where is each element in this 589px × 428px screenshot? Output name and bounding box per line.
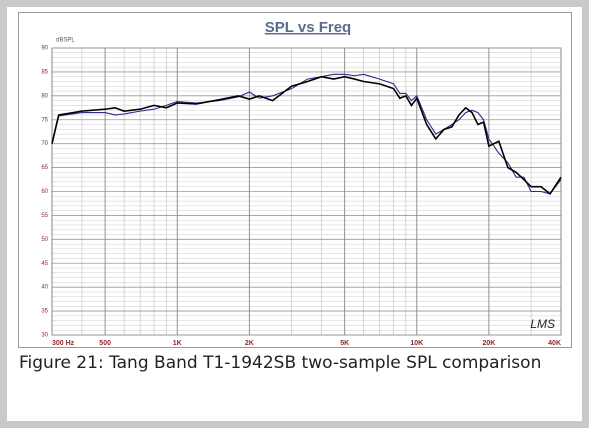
- x-tick-label: 300 Hz: [52, 340, 75, 347]
- x-tick-label: 5K: [340, 340, 349, 347]
- y-axis-label: dBSPL: [56, 38, 75, 44]
- y-tick-label: 35: [41, 309, 48, 315]
- y-tick-label: 75: [41, 117, 48, 123]
- caption: Figure 21: Tang Band T1-1942SB two-sampl…: [19, 353, 542, 373]
- y-tick-label: 70: [41, 141, 48, 147]
- y-tick-label: 85: [41, 69, 48, 75]
- x-tick-label: 40K: [548, 340, 561, 347]
- chart: SPL vs Freq dBSPL 30 35 40 45 50 55 60 65 70 75 80…: [18, 12, 572, 348]
- x-tick-label: 20K: [482, 340, 495, 347]
- x-tick-label: 1K: [173, 340, 182, 347]
- series-line: [51, 75, 562, 196]
- y-tick-label: 60: [41, 189, 48, 195]
- y-tick-label: 50: [41, 237, 48, 243]
- watermark: LMS: [530, 317, 555, 331]
- chart-title: SPL vs Freq: [265, 19, 351, 36]
- y-tick-label: 55: [41, 213, 48, 219]
- x-tick-label: 2K: [245, 340, 254, 347]
- y-tick-label: 65: [41, 165, 48, 171]
- y-tick-label: 40: [41, 285, 48, 291]
- y-tick-label: 90: [41, 46, 48, 52]
- y-tick-label: 45: [41, 261, 48, 267]
- y-tick-label: 80: [41, 93, 48, 99]
- x-tick-label: 500: [99, 340, 111, 347]
- figure-panel: SPL vs Freq dBSPL 30 35 40 45 50 55 60 65 70 75 80…: [7, 7, 582, 421]
- x-tick-label: 10K: [410, 340, 423, 347]
- y-tick-label: 30: [41, 333, 48, 339]
